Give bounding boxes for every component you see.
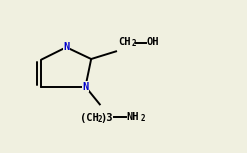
Text: N: N [63, 42, 69, 52]
Text: 2: 2 [97, 115, 102, 124]
Text: 2: 2 [140, 114, 145, 123]
Text: 2: 2 [132, 39, 136, 48]
Text: CH: CH [118, 37, 130, 47]
Text: )3: )3 [101, 113, 113, 123]
Text: OH: OH [147, 37, 159, 47]
Text: NH: NH [126, 112, 139, 122]
Text: (CH: (CH [80, 113, 99, 123]
Text: N: N [82, 82, 89, 92]
